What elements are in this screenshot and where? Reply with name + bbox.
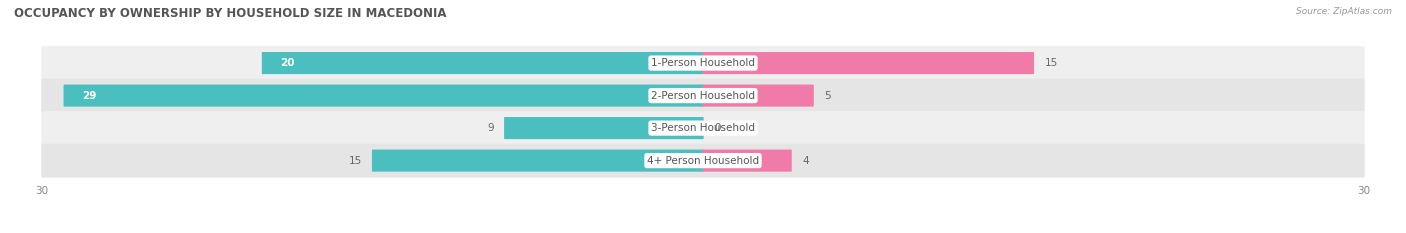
FancyBboxPatch shape [41,144,1365,178]
FancyBboxPatch shape [63,85,703,107]
FancyBboxPatch shape [703,52,1033,74]
Text: 4+ Person Household: 4+ Person Household [647,156,759,166]
FancyBboxPatch shape [703,150,792,172]
Text: 15: 15 [349,156,361,166]
Text: OCCUPANCY BY OWNERSHIP BY HOUSEHOLD SIZE IN MACEDONIA: OCCUPANCY BY OWNERSHIP BY HOUSEHOLD SIZE… [14,7,447,20]
Text: 29: 29 [82,91,96,101]
Legend: Owner-occupied, Renter-occupied: Owner-occupied, Renter-occupied [595,231,811,233]
Text: 0: 0 [714,123,720,133]
Text: 9: 9 [486,123,494,133]
FancyBboxPatch shape [41,46,1365,80]
Text: 1-Person Household: 1-Person Household [651,58,755,68]
FancyBboxPatch shape [373,150,703,172]
FancyBboxPatch shape [41,79,1365,113]
Text: Source: ZipAtlas.com: Source: ZipAtlas.com [1296,7,1392,16]
FancyBboxPatch shape [505,117,703,139]
FancyBboxPatch shape [703,85,814,107]
Text: 3-Person Household: 3-Person Household [651,123,755,133]
Text: 20: 20 [280,58,295,68]
Text: 15: 15 [1045,58,1057,68]
FancyBboxPatch shape [41,111,1365,145]
Text: 2-Person Household: 2-Person Household [651,91,755,101]
FancyBboxPatch shape [262,52,703,74]
Text: 5: 5 [824,91,831,101]
Text: 4: 4 [801,156,808,166]
